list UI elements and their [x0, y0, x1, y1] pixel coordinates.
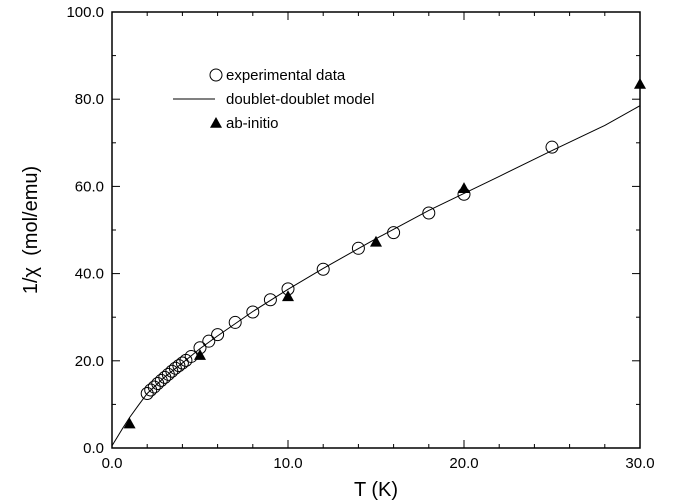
experimental-point	[545, 140, 559, 154]
y-tick-label: 0.0	[83, 440, 104, 457]
experimental-point	[144, 383, 158, 397]
experimental-point	[387, 226, 401, 240]
experimental-point	[422, 206, 436, 220]
experimental-point	[246, 305, 260, 319]
experimental-point	[351, 241, 365, 255]
legend-label: doublet-doublet model	[226, 91, 374, 108]
experimental-point	[147, 380, 161, 394]
ab-initio-point	[123, 417, 136, 429]
data-series	[111, 77, 646, 447]
legend-label: ab-initio	[226, 115, 279, 132]
x-tick-label: 10.0	[273, 455, 302, 472]
ab-initio-point	[370, 235, 382, 247]
experimental-point	[168, 361, 182, 375]
y-tick-label: 60.0	[75, 178, 104, 195]
legend-marker-triangle	[210, 117, 222, 128]
x-tick-label: 30.0	[625, 455, 654, 472]
model-curve	[111, 105, 641, 447]
ab-initio-point	[458, 182, 470, 193]
ab-initio-point	[634, 77, 646, 89]
y-tick-label: 20.0	[75, 353, 104, 370]
x-tick-label: 20.0	[449, 455, 478, 472]
axis-ticks: 0.0 10.0 20.0 30.0 0.0 20.0 40.0 60.0 80.0 100.0	[66, 4, 654, 472]
legend: experimental data doublet-doublet model ab…	[173, 67, 374, 132]
experimental-point	[202, 334, 216, 348]
plot-frame	[111, 11, 641, 449]
experimental-point	[175, 356, 189, 370]
experimental-point	[172, 359, 186, 373]
legend-label: experimental data	[226, 67, 346, 84]
x-tick-label: 0.0	[102, 455, 123, 472]
experimental-point	[211, 328, 225, 342]
ab-initio-point	[282, 290, 294, 302]
ab-initio-point	[194, 349, 206, 360]
legend-marker-circle	[209, 68, 223, 82]
y-tick-label: 80.0	[75, 91, 104, 108]
experimental-point	[316, 262, 330, 276]
plot-frame	[111, 11, 641, 449]
y-tick-label: 40.0	[75, 266, 104, 283]
y-tick-label: 100.0	[66, 4, 104, 21]
experimental-point	[140, 387, 154, 400]
experimental-point	[228, 315, 242, 329]
y-axis-label: 1/χ (mol/emu)	[20, 166, 42, 294]
x-axis-label: T (K)	[354, 479, 398, 501]
experimental-point	[263, 293, 277, 307]
